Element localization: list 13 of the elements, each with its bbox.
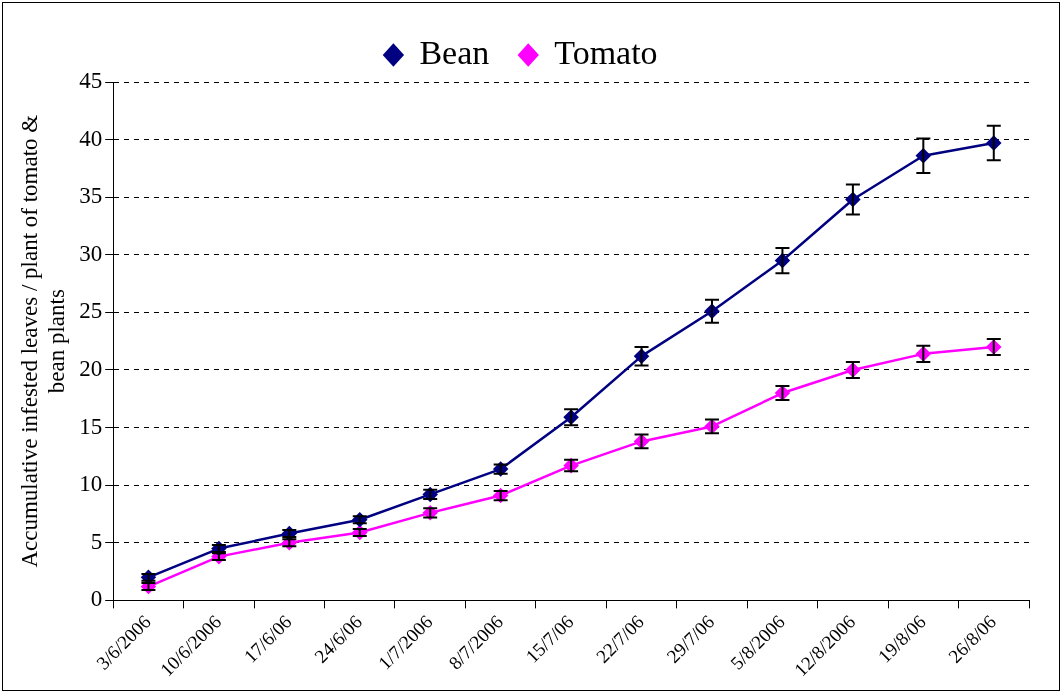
legend-label: Bean xyxy=(419,33,490,71)
y-tick-label: 30 xyxy=(79,240,103,266)
y-axis-title: Accumulative infested leaves / plant of tomato & bean plants xyxy=(16,114,70,568)
y-tick-label: 15 xyxy=(79,413,103,439)
y-tick-label: 10 xyxy=(79,471,103,497)
y-tick-label: 45 xyxy=(79,68,103,94)
y-tick-label: 0 xyxy=(90,586,103,612)
legend-label: Tomato xyxy=(554,33,658,71)
y-tick-label: 40 xyxy=(79,125,103,151)
y-tick-label: 20 xyxy=(79,356,103,382)
y-tick-label: 25 xyxy=(79,298,103,324)
y-tick-label: 5 xyxy=(90,528,103,554)
y-tick-label: 35 xyxy=(79,183,103,209)
